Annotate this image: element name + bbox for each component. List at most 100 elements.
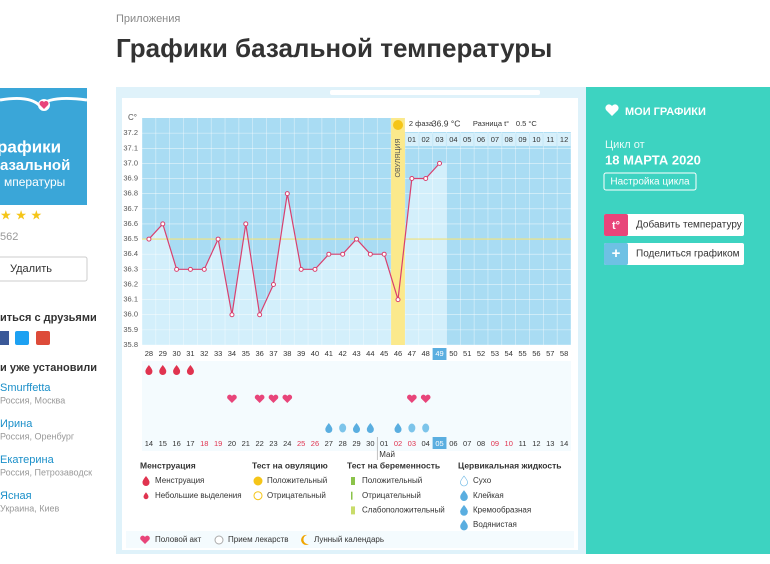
date-label: 27: [325, 439, 333, 448]
date-label: 20: [228, 439, 236, 448]
legend-icon: [214, 535, 224, 545]
settings-button-label[interactable]: Настройка цикла: [610, 177, 690, 188]
x-tick-label: 38: [283, 349, 291, 358]
temperature-point: [229, 312, 235, 318]
egg-white-icon: [422, 423, 430, 433]
cycle-date: 18 МАРТА 2020: [605, 152, 701, 167]
temperature-point: [409, 176, 415, 182]
x-tick-label: 54: [505, 349, 513, 358]
watery-icon: [394, 423, 402, 434]
temperature-point: [340, 251, 346, 257]
breadcrumb[interactable]: Приложения: [116, 13, 180, 25]
add-button[interactable]: [604, 214, 744, 236]
date-label: 09: [491, 439, 499, 448]
delete-button[interactable]: [0, 256, 88, 282]
temperature-point: [270, 281, 276, 287]
delete-button-label[interactable]: Удалить: [10, 263, 52, 275]
facebook-icon[interactable]: [0, 331, 9, 345]
date-label: 15: [159, 439, 167, 448]
legend-icon: [140, 535, 150, 544]
legend-item: Менструация: [155, 476, 204, 485]
phase-day-cell: [433, 133, 446, 146]
phase-day: 05: [463, 135, 471, 144]
x-tick-label: 49: [435, 349, 443, 358]
user-location: Украина, Киев: [0, 503, 60, 513]
phase-day: 10: [532, 135, 540, 144]
phase-day: 07: [491, 135, 499, 144]
phase-day: 06: [477, 135, 485, 144]
gplus-icon[interactable]: [36, 331, 50, 345]
user-name[interactable]: Екатерина: [0, 454, 55, 466]
user-name[interactable]: Ясная: [0, 490, 32, 502]
date-label: 25: [297, 439, 305, 448]
date-label: 06: [449, 439, 457, 448]
date-label: 07: [463, 439, 471, 448]
date-label: 04: [422, 439, 430, 448]
legend-item: Отрицательный: [267, 491, 326, 500]
x-tick-label: 34: [228, 349, 236, 358]
legend-title: Менструация: [140, 460, 196, 470]
menstruation-icon: [159, 365, 167, 375]
y-tick-label: 36.3: [123, 264, 138, 273]
x-tick-label: 53: [491, 349, 499, 358]
twitter-icon[interactable]: [15, 331, 29, 345]
x-tick-label: 45: [380, 349, 388, 358]
legend-item: Лунный календарь: [314, 535, 384, 544]
x-tick-label: 48: [422, 349, 430, 358]
egg-white-icon: [339, 423, 347, 433]
user-name[interactable]: Smurffetta: [0, 382, 51, 394]
date-label: 16: [172, 439, 180, 448]
legend-icon: [460, 519, 468, 531]
legend-bottom: [126, 531, 574, 548]
legend-item: Кремообразная: [473, 506, 531, 515]
month-label: Май: [379, 450, 395, 459]
rating-stars: ★ ★ ★: [0, 207, 42, 222]
phase-day-cell: [529, 133, 543, 146]
legend-icon: [253, 491, 263, 501]
temperature-point: [381, 251, 387, 257]
page-title: Графики базальной температуры: [116, 33, 552, 63]
legend-icon: [460, 475, 468, 487]
settings-button[interactable]: [603, 172, 697, 191]
x-tick-label: 28: [145, 349, 153, 358]
share-heading: иться с друзьями: [0, 312, 97, 324]
legend-icon: [351, 506, 355, 515]
y-tick-label: 36.8: [123, 189, 138, 198]
date-label: 13: [546, 439, 554, 448]
x-tick-label: 44: [366, 349, 374, 358]
legend-item: Половой акт: [155, 535, 202, 544]
difference-value: 0.5 °C: [516, 119, 538, 128]
menstruation-icon: [145, 365, 153, 375]
y-tick-label: 36.5: [123, 234, 138, 243]
ovulation-label: ОВУЛЯЦИЯ: [395, 138, 402, 177]
cycle-label: Цикл от: [605, 139, 645, 151]
add-button-label[interactable]: Добавить температуру: [636, 219, 742, 231]
temperature-point: [395, 297, 401, 303]
y-tick-label: 36.4: [123, 249, 138, 258]
share-button-label[interactable]: Поделиться графиком: [636, 248, 740, 260]
menstruation-icon: [173, 365, 181, 375]
scrollbar[interactable]: [330, 90, 540, 95]
installed-heading: и уже установили: [0, 362, 97, 374]
phase-day-cell: [474, 133, 488, 146]
temperature-point: [326, 251, 332, 257]
watery-icon: [366, 423, 374, 434]
temperature-point: [187, 266, 193, 272]
y-tick-label: 35.8: [123, 340, 138, 349]
y-tick-label: 36.6: [123, 219, 138, 228]
share-button[interactable]: [604, 243, 744, 265]
legend-item: Сухо: [473, 476, 492, 485]
legend-icon: [301, 534, 309, 545]
temperature-point: [354, 236, 359, 242]
x-tick-label: 29: [159, 349, 167, 358]
y-tick-label: 35.9: [123, 325, 138, 334]
phase-day-cell: [446, 133, 460, 146]
y-tick-label: 36.9: [123, 174, 138, 183]
user-name[interactable]: Ирина: [0, 418, 33, 430]
legend-icon: [142, 476, 150, 486]
temperature-point: [201, 266, 207, 272]
legend-item: Прием лекарств: [228, 535, 288, 544]
panel-heading[interactable]: МОИ ГРАФИКИ: [625, 106, 706, 118]
